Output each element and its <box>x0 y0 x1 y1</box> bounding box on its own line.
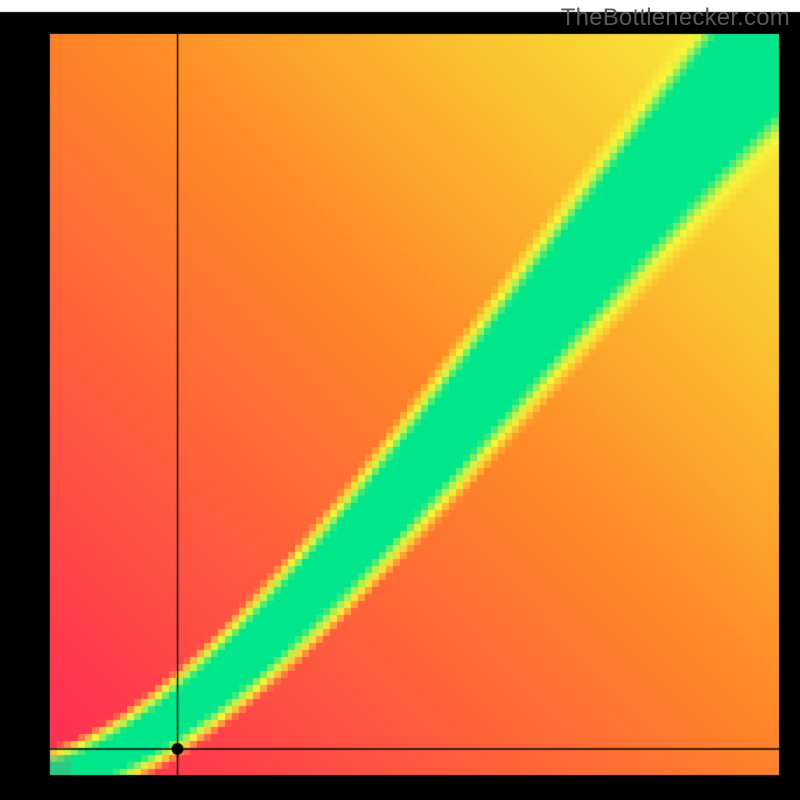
watermark-text: TheBottlenecker.com <box>561 4 790 32</box>
bottleneck-heatmap <box>0 0 800 800</box>
chart-container: TheBottlenecker.com <box>0 0 800 800</box>
